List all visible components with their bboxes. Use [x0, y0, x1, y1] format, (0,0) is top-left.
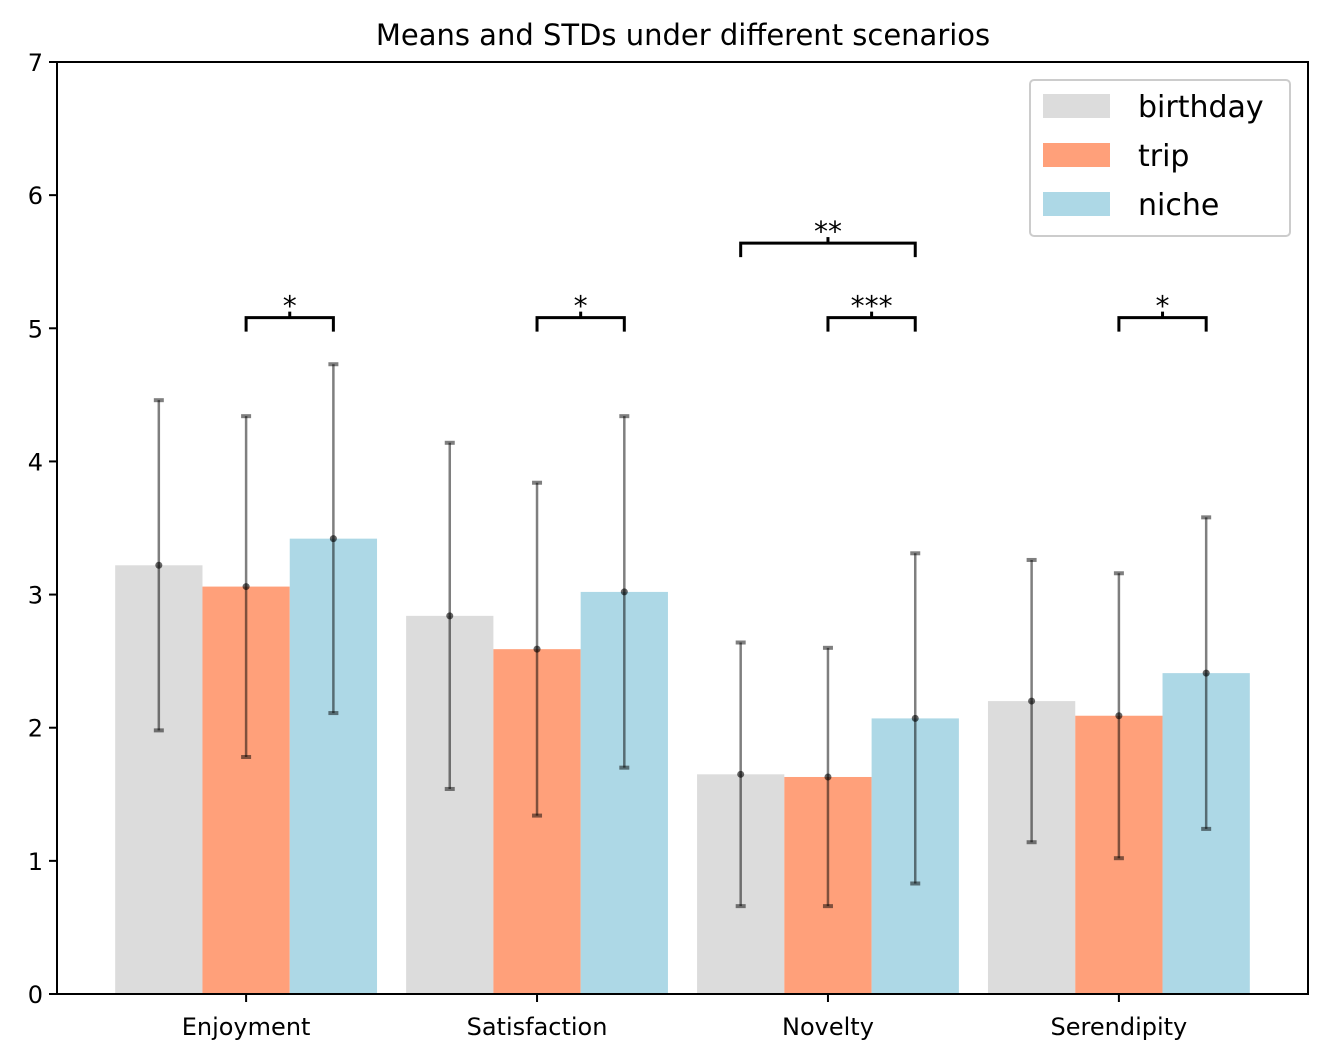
plot-frame — [56, 61, 1309, 995]
y-tick-label: 0 — [28, 981, 43, 1009]
significance-label: * — [283, 290, 297, 323]
error-bar-niche-serendipity — [1201, 515, 1212, 831]
y-tick-label: 2 — [28, 715, 43, 743]
axes-layer: 0 1 2 3 4 5 6 7 Enjoyment Satisfaction Novelty Sere… — [28, 49, 1309, 1041]
y-tick-label: 6 — [28, 182, 43, 210]
significance-bracket: ** — [739, 215, 917, 258]
x-tick-label: Serendipity — [1051, 1013, 1188, 1041]
error-bar-birthday-enjoyment — [153, 398, 164, 733]
y-tick-label: 3 — [28, 582, 43, 610]
significance-label: *** — [851, 290, 893, 323]
y-tick-label: 7 — [28, 49, 43, 77]
error-bar-niche-enjoyment — [328, 362, 339, 716]
error-bar-trip-satisfaction — [532, 480, 543, 818]
error-bar-trip-serendipity — [1113, 571, 1124, 861]
legend-entry-trip: trip — [1043, 139, 1189, 174]
error-bar-birthday-serendipity — [1026, 557, 1037, 845]
x-tick-label: Enjoyment — [182, 1013, 311, 1041]
legend: birthday trip niche — [1029, 79, 1291, 237]
error-bar-niche-novelty — [910, 551, 921, 886]
error-bars-layer — [153, 362, 1212, 909]
error-bar-trip-enjoyment — [241, 414, 252, 760]
y-tick-label: 1 — [28, 848, 43, 876]
legend-label: birthday — [1138, 90, 1264, 125]
x-tick-label: Satisfaction — [467, 1013, 608, 1041]
significance-label: ** — [814, 215, 842, 248]
error-bar-birthday-satisfaction — [444, 440, 455, 791]
significance-bracket: * — [1117, 290, 1208, 332]
significance-bracket: * — [535, 290, 626, 332]
error-bar-trip-novelty — [822, 645, 833, 909]
chart-title: Means and STDs under different scenarios — [376, 18, 990, 52]
x-tick-label: Novelty — [782, 1013, 874, 1041]
error-bar-niche-satisfaction — [619, 414, 630, 770]
legend-entry-birthday: birthday — [1043, 90, 1264, 125]
bars-layer — [115, 538, 1250, 994]
significance-label: * — [1156, 290, 1170, 323]
y-tick-label: 4 — [28, 448, 43, 476]
significance-label: * — [574, 290, 588, 323]
legend-entry-niche: niche — [1043, 188, 1219, 223]
significance-layer: * ****** * — [244, 215, 1208, 332]
error-bar-birthday-novelty — [735, 640, 746, 909]
significance-bracket: * — [244, 290, 335, 332]
legend-label: trip — [1138, 139, 1189, 174]
significance-bracket: *** — [826, 290, 917, 332]
y-tick-label: 5 — [28, 315, 43, 343]
legend-label: niche — [1138, 188, 1219, 223]
